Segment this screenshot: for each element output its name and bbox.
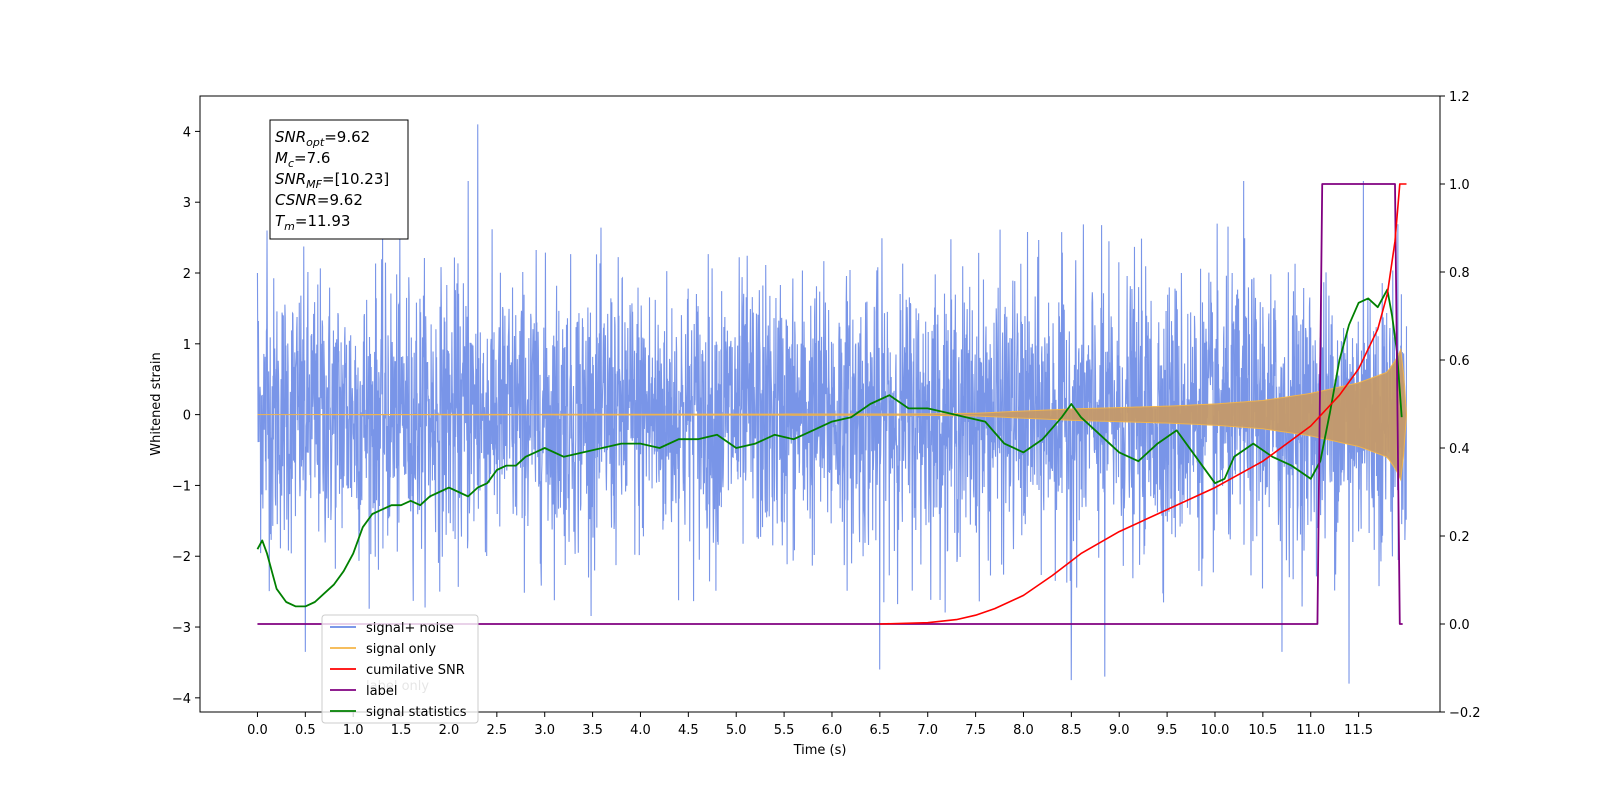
- x-tick-label-22: 11.0: [1296, 723, 1325, 738]
- x-tick-label-1: 0.5: [295, 723, 316, 738]
- legend-label-1: signal only: [366, 642, 436, 657]
- plot-frame: [199, 95, 1441, 713]
- x-tick-label-14: 7.0: [917, 723, 938, 738]
- legend-label-3: label: [366, 684, 397, 699]
- annotation-line-0: SNRopt=9.62: [275, 128, 370, 149]
- y2-tick-label-4: 0.6: [1449, 354, 1470, 369]
- legend-label-2: cumilative SNR: [366, 663, 465, 678]
- x-tick-label-13: 6.5: [870, 723, 891, 738]
- legend-label-0: signal+ noise: [366, 621, 454, 636]
- series-signal-noise: [256, 124, 1408, 684]
- x-tick-label-23: 11.5: [1344, 723, 1373, 738]
- x-tick-label-21: 10.5: [1248, 723, 1277, 738]
- x-tick-label-2: 1.0: [343, 723, 364, 738]
- y-tick-label-6: 2: [183, 267, 191, 282]
- x-tick-label-9: 4.5: [678, 723, 699, 738]
- series-cumilative-snr: [879, 183, 1407, 625]
- x-tick-label-8: 4.0: [630, 723, 651, 738]
- x-axis: 0.0 0.5 1.0 1.5 2.0 2.5 3.0 3.5 4.0 4.5 5.0 5.5 6.0 6…: [247, 712, 1373, 738]
- y-tick-label-1: −3: [172, 621, 191, 636]
- annotation-line-4: Tm=11.93: [275, 212, 350, 233]
- annotation-frame: [269, 119, 409, 240]
- x-tick-label-0: 0.0: [247, 723, 268, 738]
- y-tick-label-8: 4: [183, 125, 191, 140]
- x-tick-label-18: 9.0: [1109, 723, 1130, 738]
- x-tick-label-17: 8.5: [1061, 723, 1082, 738]
- y2-tick-label-3: 0.4: [1449, 442, 1470, 457]
- x-axis-label: Time (s): [793, 743, 847, 758]
- y-tick-label-2: −2: [172, 550, 191, 565]
- legend-frame: [321, 614, 479, 724]
- y-tick-label-3: −1: [172, 479, 191, 494]
- x-tick-label-16: 8.0: [1013, 723, 1034, 738]
- x-tick-label-20: 10.0: [1201, 723, 1230, 738]
- y-tick-label-7: 3: [183, 196, 191, 211]
- annotation-line-3: CSNR=9.62: [275, 191, 363, 209]
- x-tick-label-15: 7.5: [965, 723, 986, 738]
- x-tick-label-10: 5.0: [726, 723, 747, 738]
- y-tick-label-0: −4: [172, 692, 191, 707]
- plot-layer: [256, 124, 1408, 684]
- y2-tick-label-6: 1.0: [1449, 178, 1470, 193]
- series-signal-only: [257, 347, 1407, 482]
- legend-label-4: signal statistics: [366, 705, 467, 720]
- y2-tick-label-7: 1.2: [1449, 90, 1470, 105]
- x-tick-label-4: 2.0: [439, 723, 460, 738]
- x-tick-label-6: 3.0: [534, 723, 555, 738]
- y-tick-label-5: 1: [183, 338, 191, 353]
- x-tick-label-11: 5.5: [774, 723, 795, 738]
- y2-tick-label-1: 0.0: [1449, 618, 1470, 633]
- series-signal-statistics: [256, 288, 1403, 608]
- y2-tick-label-5: 0.8: [1449, 266, 1470, 281]
- y-axis-label: Whitened strain: [149, 352, 164, 455]
- y2-tick-label-2: 0.2: [1449, 530, 1470, 545]
- y-tick-label-4: 0: [183, 409, 191, 424]
- x-tick-label-5: 2.5: [486, 723, 507, 738]
- x-tick-label-3: 1.5: [391, 723, 412, 738]
- annotation-line-1: Mc=7.6: [275, 149, 330, 170]
- series-label: [257, 183, 1403, 625]
- x-tick-label-19: 9.5: [1157, 723, 1178, 738]
- annotation-line-2: SNRMF=[10.23]: [275, 170, 389, 191]
- x-tick-label-12: 6.0: [822, 723, 843, 738]
- y2-tick-label-0: −0.2: [1449, 706, 1481, 721]
- y-axis-right: −0.2 0.0 0.2 0.4 0.6 0.8 1.0 1.2: [1440, 90, 1481, 721]
- y-axis-left: −4 −3 −2 −1 0 1 2 3 4: [172, 125, 200, 707]
- x-tick-label-7: 3.5: [582, 723, 603, 738]
